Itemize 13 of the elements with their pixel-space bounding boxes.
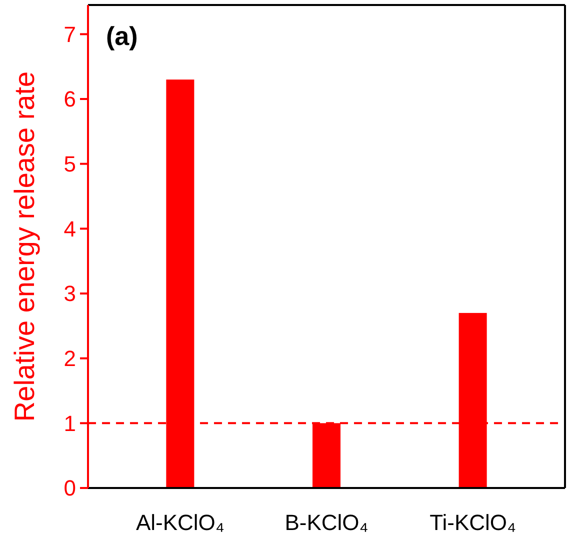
x-tick-label: Al-KClO₄ bbox=[136, 510, 224, 535]
y-tick-label: 7 bbox=[64, 22, 76, 47]
y-axis-title: Relative energy release rate bbox=[9, 71, 40, 422]
x-tick-label: B-KClO₄ bbox=[284, 510, 368, 535]
y-tick-label: 6 bbox=[64, 86, 76, 112]
y-tick-label: 2 bbox=[64, 346, 76, 372]
y-tick-label: 5 bbox=[64, 152, 76, 177]
x-tick-label: Ti-KClO₄ bbox=[430, 510, 516, 535]
y-tick-label: 0 bbox=[64, 476, 76, 501]
y-tick-label: 1 bbox=[64, 410, 76, 436]
text: (a) bbox=[106, 21, 138, 51]
y-tick-label: 4 bbox=[64, 216, 76, 242]
y-tick-label: 3 bbox=[64, 281, 76, 306]
